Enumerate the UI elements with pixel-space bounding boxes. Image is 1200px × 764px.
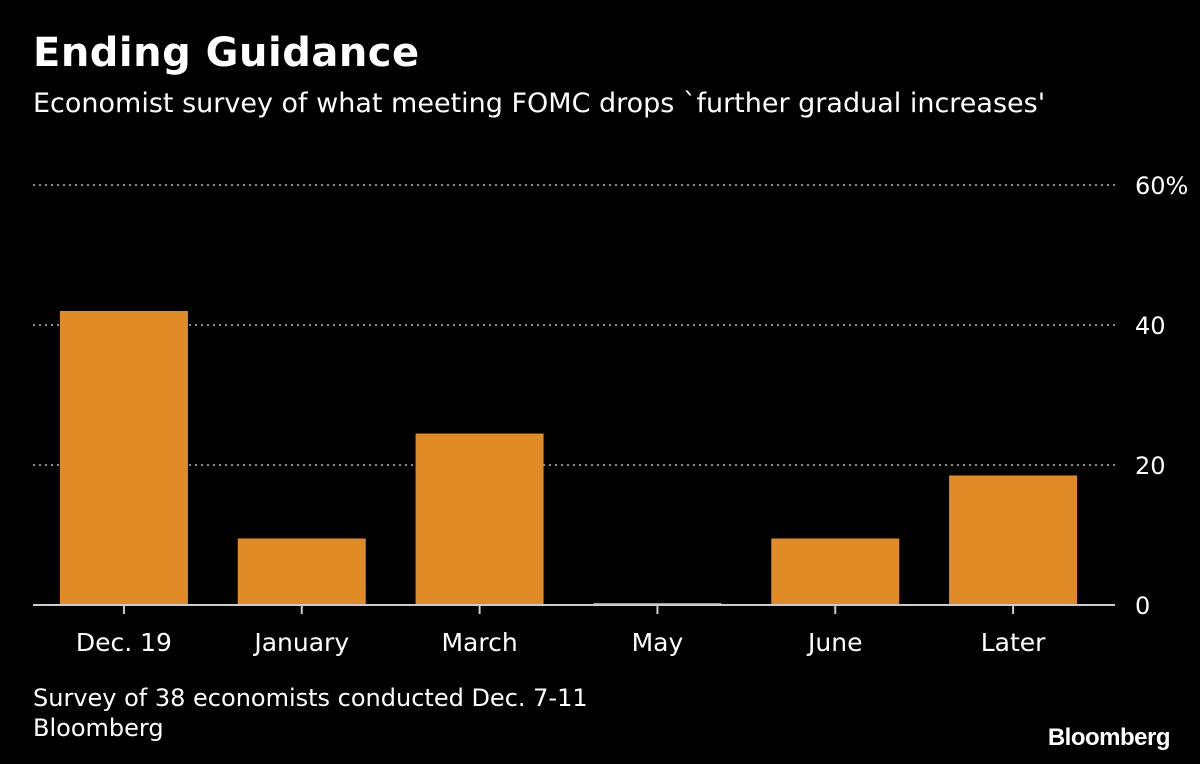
gridlines [33,184,1115,466]
source-label: Bloomberg [33,714,164,742]
y-tick-label: 40 [1135,312,1166,340]
y-tick-label: 0 [1135,592,1150,620]
bloomberg-logo: Bloomberg [1047,724,1171,751]
y-tick-label: 20 [1135,452,1166,480]
chart-title: Ending Guidance [33,30,420,76]
bar-january [237,538,366,605]
x-tick-label: June [806,628,862,657]
x-tick-label: Later [981,628,1046,657]
x-tick-label: May [632,628,684,657]
x-tick-label: March [441,628,517,657]
x-tick-label: Dec. 19 [76,628,172,657]
bar-march [415,433,544,605]
footnote: Survey of 38 economists conducted Dec. 7… [33,683,588,743]
bars [59,311,1078,605]
bar-dec-19 [59,311,188,605]
y-tick-label: 60% [1135,172,1188,200]
survey-note: Survey of 38 economists conducted Dec. 7… [33,684,588,712]
bar-june [771,538,900,605]
x-axis-ticks: Dec. 19 January March May June Later [76,605,1046,657]
x-tick-label: January [252,628,349,657]
bar-later [949,475,1078,605]
y-axis-ticks: 0 20 40 60% [1135,172,1188,620]
chart-subtitle: Economist survey of what meeting FOMC dr… [33,88,1046,119]
